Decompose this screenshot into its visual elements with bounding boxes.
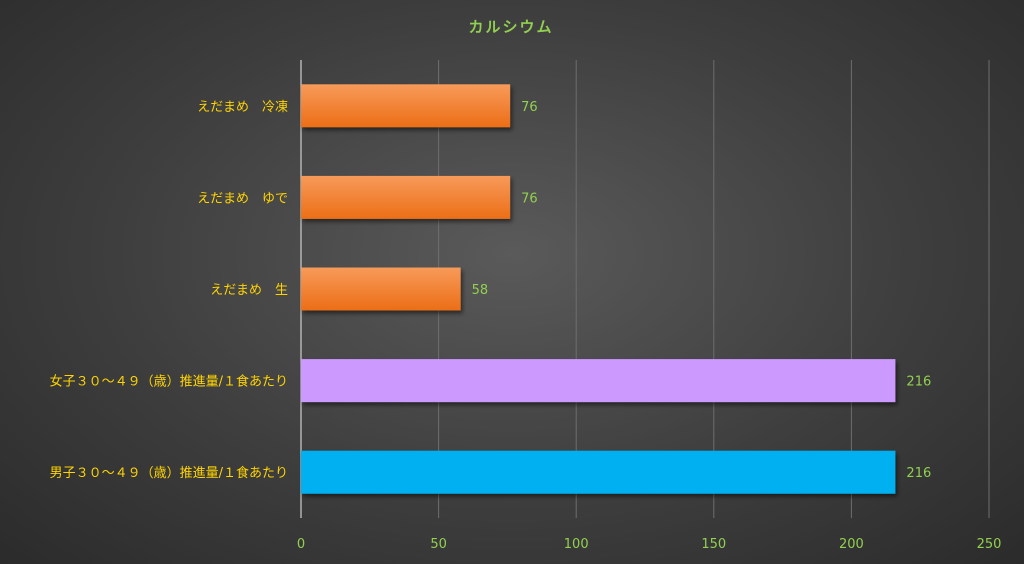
- bar: [301, 175, 511, 219]
- category-label: えだまめ 冷凍: [197, 99, 288, 115]
- x-tick-label: 200: [839, 537, 864, 552]
- x-tick-label: 250: [977, 537, 1002, 552]
- category-label: 女子３０～４９（歳）推進量/１食あたり: [50, 374, 288, 390]
- x-tick-label: 50: [430, 537, 447, 552]
- data-labels: 76 76 58 216 216: [472, 100, 932, 481]
- data-label: 216: [906, 375, 931, 390]
- bar: [301, 359, 896, 403]
- category-label: えだまめ ゆで: [197, 191, 288, 206]
- data-label: 216: [906, 466, 931, 481]
- bar: [301, 450, 896, 494]
- data-label: 76: [521, 191, 538, 206]
- x-tick-label: 0: [297, 537, 305, 552]
- chart-title: カルシウム: [468, 18, 553, 36]
- category-label: えだまめ 生: [210, 283, 288, 298]
- category-label: 男子３０～４９（歳）推進量/１食あたり: [50, 465, 288, 481]
- data-label: 58: [472, 283, 489, 298]
- x-tick-labels: 0 50 100 150 200 250: [297, 537, 1002, 552]
- bar: [301, 267, 461, 311]
- x-tick-label: 100: [564, 537, 589, 552]
- bars: [301, 84, 896, 494]
- data-label: 76: [521, 100, 538, 115]
- x-tick-label: 150: [701, 537, 726, 552]
- bar: [301, 84, 511, 128]
